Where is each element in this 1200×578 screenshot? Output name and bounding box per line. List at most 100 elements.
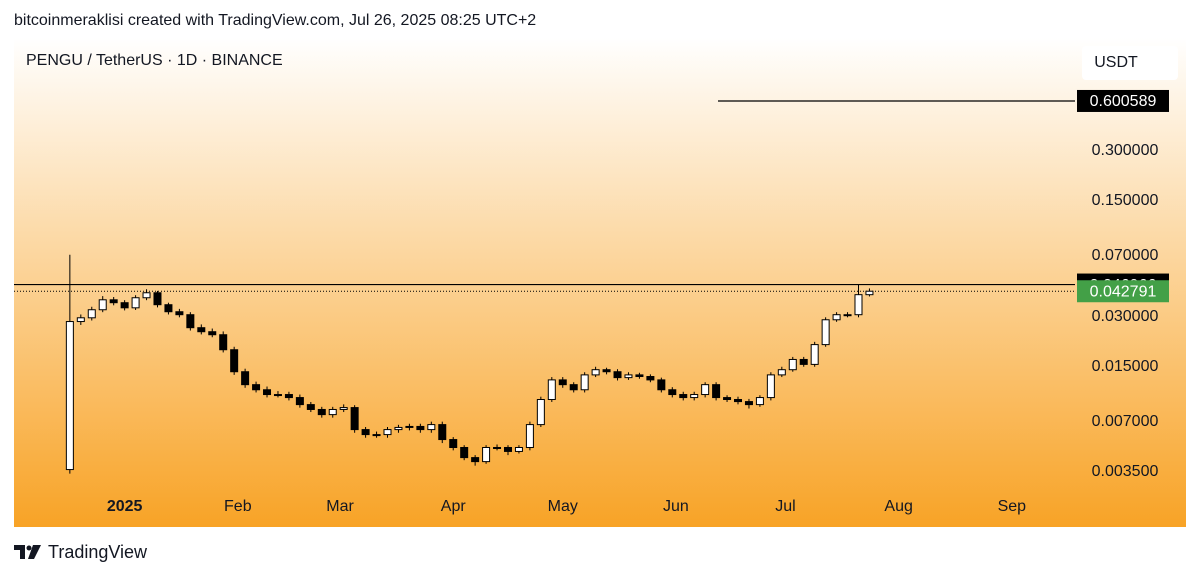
candle-body [744,401,753,406]
candle-body [701,384,710,396]
candle-body [569,384,578,391]
y-tick-label: 0.015000 [1092,358,1159,375]
candle-body [263,389,272,396]
candle-body [723,397,732,401]
candle-body [766,374,775,399]
candle-body [383,429,392,436]
credit: bitcoinmeraklisi created with TradingVie… [14,12,536,29]
candle-body [493,446,502,449]
candle-body [350,407,359,431]
candle-body [602,369,611,373]
candle-body [405,425,414,428]
candle-body [460,446,469,459]
y-tick-label: 0.150000 [1092,192,1159,209]
last-price-label: 0.042791 [1090,283,1157,300]
candle-body [175,311,184,316]
x-tick-label: Jun [663,498,689,515]
candle-body [449,439,458,448]
candle-body [591,369,600,376]
candle-body [646,376,655,381]
brand: TradingView [48,542,148,562]
candle-body [98,299,107,311]
candle-body [87,309,96,319]
y-tick-label: 0.300000 [1092,142,1159,159]
candle-body [219,334,228,351]
currency: USDT [1094,54,1138,71]
x-tick-label: May [548,498,578,515]
candle-body [328,408,337,416]
candle-body [339,407,348,410]
candle-body [580,374,589,391]
candle-body [361,429,370,436]
price-label-box [1077,89,1169,112]
candle-body [65,321,74,471]
candle-body [471,457,480,463]
candle-body [821,319,830,346]
candle-body [120,302,129,309]
y-tick-label: 0.070000 [1092,247,1159,264]
candle-body [109,299,118,304]
candle-body [514,446,523,452]
x-tick-label: Aug [884,498,912,515]
candle-body [503,446,512,452]
x-tick-label: Mar [326,498,354,515]
brand-logo [14,545,41,559]
candle-body [394,426,403,431]
candle-body [624,374,633,379]
candle-body [164,304,173,313]
candle-body [241,371,250,386]
x-tick-label: 2025 [107,498,143,515]
symbol-title: PENGU / TetherUS · 1D · BINANCE [26,52,283,69]
candle-body [635,374,644,378]
y-tick-label: 0.003500 [1092,463,1159,480]
candle-body [284,394,293,399]
candle-body [186,314,195,329]
candle-body [317,408,326,416]
candle-body [536,399,545,426]
candle-body [547,379,556,401]
y-tick-label: 0.030000 [1092,308,1159,325]
x-tick-label: Feb [224,498,252,515]
y-tick-label: 0.007000 [1092,413,1159,430]
candle-body [142,292,151,299]
candle-body [273,394,282,397]
candle-body [252,384,261,391]
candle-body [865,290,874,296]
candle-body [679,394,688,399]
candle-body [197,327,206,333]
chart-background [14,38,1186,527]
candle-body [755,397,764,406]
candle-body [525,424,534,448]
candle-body [438,424,447,441]
candle-body [482,446,491,463]
x-tick-label: Sep [998,498,1027,515]
x-tick-label: Apr [441,498,467,515]
candle-body [668,389,677,396]
price-label: 0.600589 [1090,93,1157,110]
candle-body [153,292,162,306]
currency-box [1082,46,1178,80]
candle-body [558,379,567,386]
candle-body [843,314,852,317]
candle-body [712,384,721,399]
candle-body [734,399,743,403]
candle-body [372,434,381,437]
candle-body [230,349,239,373]
candle-body [810,344,819,365]
candle-body [416,425,425,431]
last-price-box [1077,280,1169,303]
candle-body [295,397,304,406]
x-tick-label: Jul [775,498,795,515]
candle-body [788,358,797,371]
candle-body [427,424,436,431]
candle-body [854,294,863,316]
candle-body [832,314,841,321]
candle-body [777,369,786,376]
candle-body [613,371,622,379]
candle-body [131,297,140,309]
candle-body [208,331,217,336]
candle-body [76,317,85,323]
candle-body [657,379,666,391]
candle-body [799,358,808,365]
